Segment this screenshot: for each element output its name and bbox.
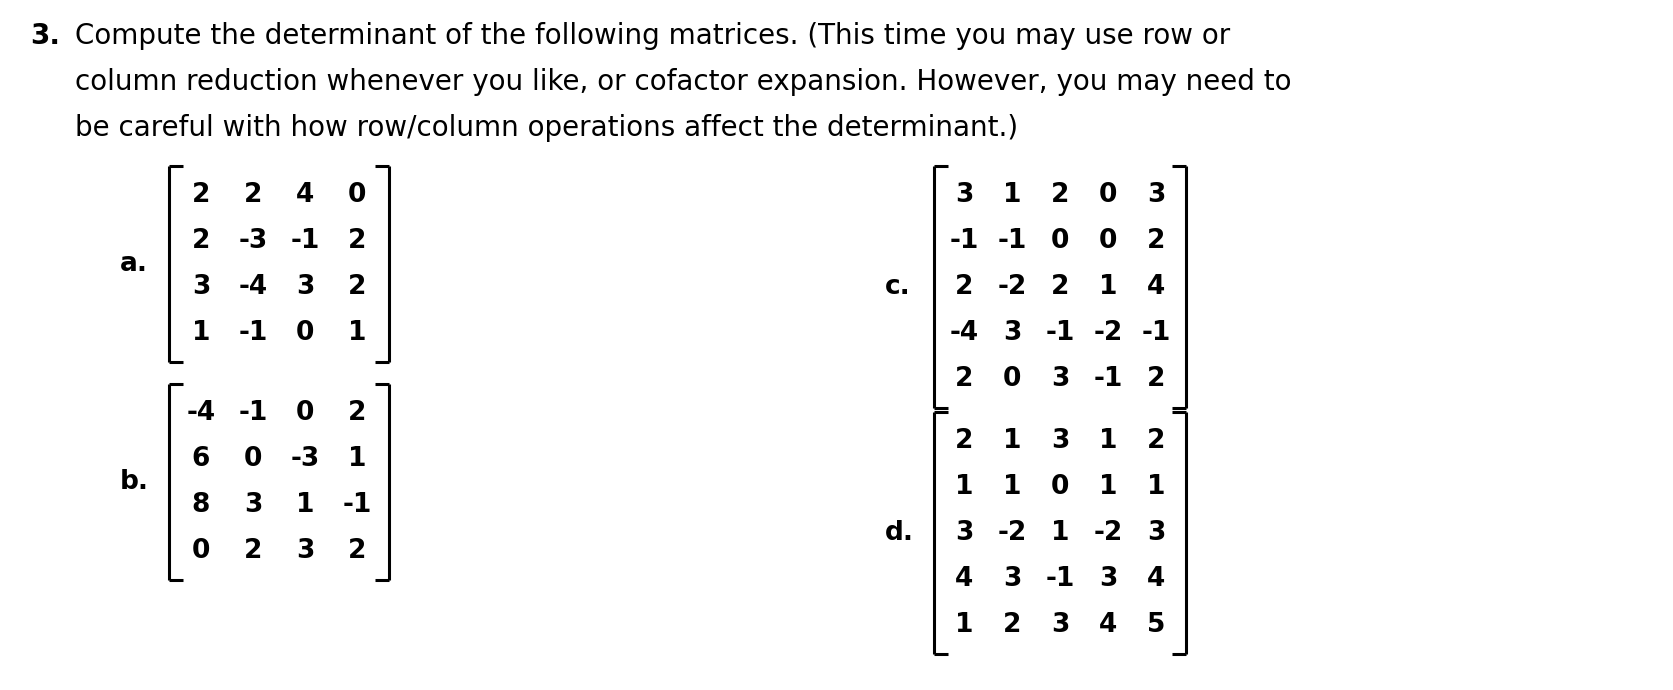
Text: 1: 1 bbox=[348, 320, 366, 346]
Text: a.: a. bbox=[120, 251, 147, 277]
Text: 2: 2 bbox=[1146, 366, 1164, 392]
Text: 3: 3 bbox=[1051, 612, 1069, 638]
Text: 1: 1 bbox=[1002, 182, 1021, 208]
Text: 1: 1 bbox=[348, 446, 366, 472]
Text: 2: 2 bbox=[954, 274, 972, 300]
Text: 3: 3 bbox=[192, 274, 211, 300]
Text: -1: -1 bbox=[341, 492, 371, 518]
Text: 0: 0 bbox=[1051, 228, 1069, 254]
Text: -4: -4 bbox=[949, 320, 979, 346]
Text: 0: 0 bbox=[296, 320, 315, 346]
Text: -1: -1 bbox=[1044, 566, 1074, 592]
Text: 0: 0 bbox=[348, 182, 366, 208]
Text: 0: 0 bbox=[244, 446, 263, 472]
Text: Compute the determinant of the following matrices. (This time you may use row or: Compute the determinant of the following… bbox=[75, 22, 1230, 50]
Text: 2: 2 bbox=[348, 400, 366, 426]
Text: 0: 0 bbox=[1002, 366, 1021, 392]
Text: 1: 1 bbox=[1097, 428, 1116, 454]
Text: -4: -4 bbox=[238, 274, 268, 300]
Text: 2: 2 bbox=[244, 182, 263, 208]
Text: 1: 1 bbox=[954, 612, 972, 638]
Text: 4: 4 bbox=[1097, 612, 1116, 638]
Text: 2: 2 bbox=[348, 538, 366, 564]
Text: 8: 8 bbox=[192, 492, 211, 518]
Text: 2: 2 bbox=[954, 366, 972, 392]
Text: 4: 4 bbox=[954, 566, 972, 592]
Text: 1: 1 bbox=[1002, 428, 1021, 454]
Text: -1: -1 bbox=[1092, 366, 1123, 392]
Text: 2: 2 bbox=[348, 274, 366, 300]
Text: 0: 0 bbox=[1097, 182, 1116, 208]
Text: 3.: 3. bbox=[30, 22, 60, 50]
Text: 1: 1 bbox=[1002, 474, 1021, 500]
Text: 3: 3 bbox=[296, 538, 315, 564]
Text: 3: 3 bbox=[1051, 366, 1069, 392]
Text: be careful with how row/column operations affect the determinant.): be careful with how row/column operation… bbox=[75, 114, 1017, 142]
Text: c.: c. bbox=[885, 274, 910, 300]
Text: -1: -1 bbox=[238, 400, 268, 426]
Text: 0: 0 bbox=[296, 400, 315, 426]
Text: -3: -3 bbox=[289, 446, 320, 472]
Text: 2: 2 bbox=[1146, 428, 1164, 454]
Text: 1: 1 bbox=[1146, 474, 1164, 500]
Text: -4: -4 bbox=[186, 400, 216, 426]
Text: -1: -1 bbox=[1044, 320, 1074, 346]
Text: 0: 0 bbox=[192, 538, 211, 564]
Text: -1: -1 bbox=[289, 228, 320, 254]
Text: 4: 4 bbox=[1146, 274, 1164, 300]
Text: 1: 1 bbox=[1051, 520, 1069, 546]
Text: 2: 2 bbox=[192, 228, 211, 254]
Text: 3: 3 bbox=[954, 520, 972, 546]
Text: -1: -1 bbox=[238, 320, 268, 346]
Text: 2: 2 bbox=[1051, 274, 1069, 300]
Text: 1: 1 bbox=[1097, 274, 1116, 300]
Text: 3: 3 bbox=[954, 182, 972, 208]
Text: 1: 1 bbox=[1097, 474, 1116, 500]
Text: -2: -2 bbox=[997, 274, 1026, 300]
Text: d.: d. bbox=[885, 520, 913, 546]
Text: 3: 3 bbox=[296, 274, 315, 300]
Text: 2: 2 bbox=[192, 182, 211, 208]
Text: -1: -1 bbox=[949, 228, 979, 254]
Text: 2: 2 bbox=[348, 228, 366, 254]
Text: 0: 0 bbox=[1051, 474, 1069, 500]
Text: b.: b. bbox=[120, 469, 149, 495]
Text: -2: -2 bbox=[1092, 320, 1123, 346]
Text: 3: 3 bbox=[1002, 320, 1021, 346]
Text: 3: 3 bbox=[1146, 182, 1164, 208]
Text: 3: 3 bbox=[244, 492, 263, 518]
Text: 5: 5 bbox=[1146, 612, 1164, 638]
Text: -2: -2 bbox=[1092, 520, 1123, 546]
Text: 4: 4 bbox=[1146, 566, 1164, 592]
Text: 3: 3 bbox=[1146, 520, 1164, 546]
Text: 2: 2 bbox=[1051, 182, 1069, 208]
Text: 3: 3 bbox=[1051, 428, 1069, 454]
Text: 2: 2 bbox=[244, 538, 263, 564]
Text: 2: 2 bbox=[1146, 228, 1164, 254]
Text: 1: 1 bbox=[192, 320, 211, 346]
Text: 2: 2 bbox=[954, 428, 972, 454]
Text: 3: 3 bbox=[1097, 566, 1116, 592]
Text: 0: 0 bbox=[1097, 228, 1116, 254]
Text: -1: -1 bbox=[997, 228, 1026, 254]
Text: -3: -3 bbox=[238, 228, 268, 254]
Text: column reduction whenever you like, or cofactor expansion. However, you may need: column reduction whenever you like, or c… bbox=[75, 68, 1292, 96]
Text: -1: -1 bbox=[1141, 320, 1169, 346]
Text: 4: 4 bbox=[296, 182, 315, 208]
Text: 1: 1 bbox=[296, 492, 315, 518]
Text: 2: 2 bbox=[1002, 612, 1021, 638]
Text: -2: -2 bbox=[997, 520, 1026, 546]
Text: 6: 6 bbox=[192, 446, 211, 472]
Text: 1: 1 bbox=[954, 474, 972, 500]
Text: 3: 3 bbox=[1002, 566, 1021, 592]
